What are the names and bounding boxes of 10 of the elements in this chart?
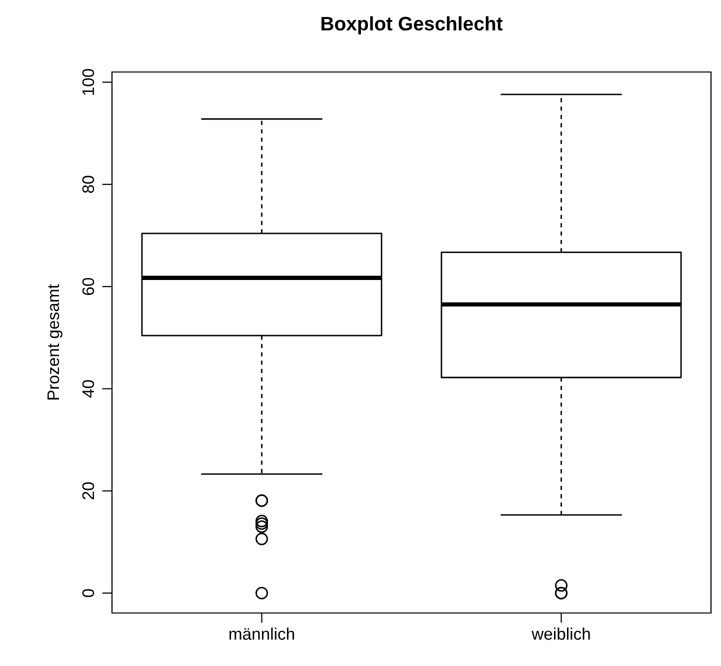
y-tick-label: 60 [82, 278, 94, 295]
y-tick-label: 80 [82, 176, 94, 193]
x-tick-label: männlich [230, 628, 294, 640]
y-axis-title: Prozent gesamt [48, 284, 62, 400]
chart-title: Boxplot Geschlecht [322, 16, 503, 34]
x-tick-label: weiblich [532, 628, 590, 640]
y-tick-label: 100 [82, 68, 94, 95]
y-tick-label: 40 [82, 380, 94, 398]
y-tick-label: 20 [82, 482, 94, 500]
y-tick-label: 0 [82, 589, 94, 598]
